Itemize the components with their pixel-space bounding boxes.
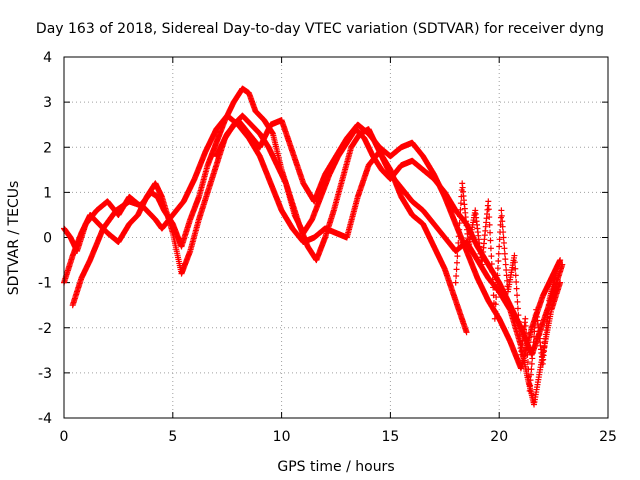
y-tick-label: 1 [43,185,52,201]
x-tick-label: 20 [490,429,508,445]
y-tick-label: -2 [38,321,52,337]
y-tick-label: 4 [43,50,52,66]
data-points [61,85,566,408]
y-tick-label: -4 [38,411,52,427]
x-tick-label: 10 [273,429,291,445]
y-tick-label: -1 [38,276,52,292]
y-axis-label: SDTVAR / TECUs [6,181,22,296]
series-track-C [69,112,470,336]
grid [64,57,608,418]
y-tick-label: 2 [43,140,52,156]
x-tick-label: 15 [381,429,399,445]
x-tick-label: 5 [168,429,177,445]
x-axis-label: GPS time / hours [277,459,394,475]
y-tick-label: 0 [43,231,52,247]
axis-ticks: 0 5 10 15 20 25 -4 -3 -2 -1 0 1 2 3 4 [38,50,617,445]
y-tick-label: -3 [38,366,52,382]
chart-title: Day 163 of 2018, Sidereal Day-to-day VTE… [36,21,604,37]
y-tick-label: 3 [43,95,52,111]
x-tick-label: 0 [60,429,69,445]
x-tick-label: 25 [599,429,617,445]
